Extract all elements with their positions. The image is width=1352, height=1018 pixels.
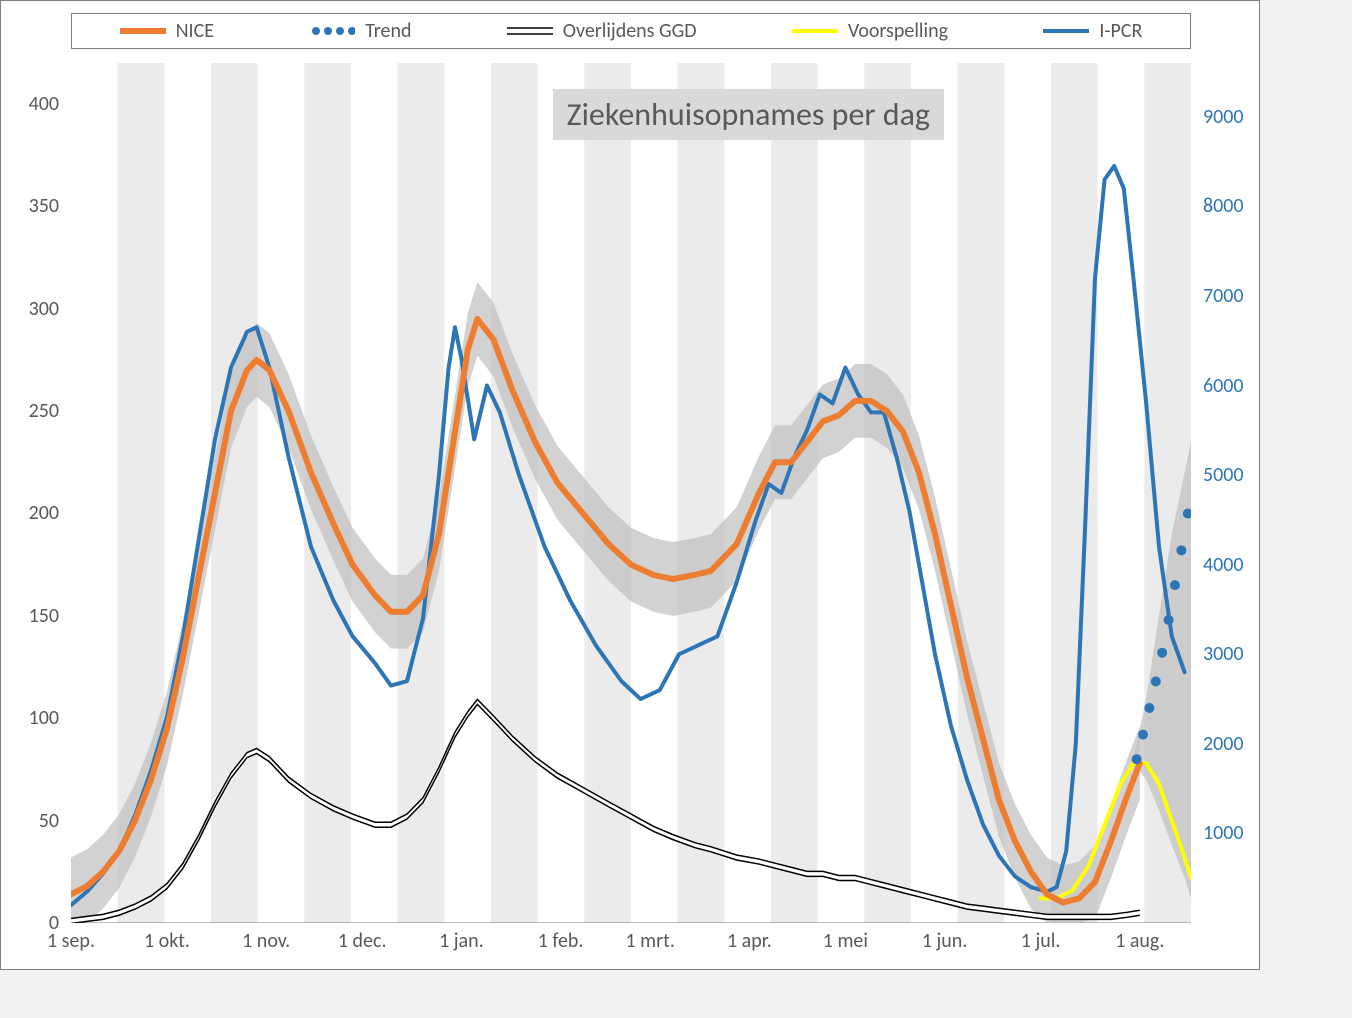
legend-item-trend: Trend (309, 19, 411, 43)
y-left-tick: 400 (29, 92, 59, 116)
y-right-tick: 2000 (1203, 732, 1244, 756)
legend-swatch-voorspelling (792, 21, 838, 41)
y-right-tick: 5000 (1203, 463, 1244, 487)
y-left-tick: 150 (29, 604, 59, 628)
chart-title: Ziekenhuisopnames per dag (553, 89, 944, 140)
x-tick: 1 okt. (144, 929, 190, 953)
y-right-tick: 1000 (1203, 821, 1244, 845)
x-axis: 1 sep.1 okt.1 nov.1 dec.1 jan.1 feb.1 mr… (71, 929, 1191, 959)
y-right-tick: 9000 (1203, 105, 1244, 129)
y-left-tick: 100 (29, 706, 59, 730)
legend-swatch-overlijdens (507, 21, 553, 41)
legend: NICE Trend Overlijdens GGD Voorspelling … (71, 13, 1191, 49)
y-axis-left: 050100150200250300350400 (1, 63, 71, 923)
legend-label-overlijdens: Overlijdens GGD (563, 19, 697, 43)
legend-item-overlijdens: Overlijdens GGD (507, 19, 697, 43)
x-tick: 1 aug. (1115, 929, 1164, 953)
x-tick: 1 feb. (538, 929, 584, 953)
legend-label-ipcr: I-PCR (1099, 19, 1142, 43)
x-tick: 1 mrt. (626, 929, 675, 953)
x-tick: 1 nov. (242, 929, 290, 953)
chart-title-text: Ziekenhuisopnames per dag (567, 95, 930, 134)
x-tick: 1 mei (823, 929, 868, 953)
legend-item-voorspelling: Voorspelling (792, 19, 948, 43)
x-tick: 1 dec. (338, 929, 387, 953)
y-left-tick: 250 (29, 399, 59, 423)
legend-label-nice: NICE (176, 19, 214, 43)
y-left-tick: 350 (29, 194, 59, 218)
x-tick: 1 sep. (47, 929, 95, 953)
x-tick: 1 jan. (439, 929, 484, 953)
y-left-tick: 300 (29, 297, 59, 321)
legend-label-voorspelling: Voorspelling (848, 19, 948, 43)
chart-frame: NICE Trend Overlijdens GGD Voorspelling … (0, 0, 1260, 970)
legend-item-ipcr: I-PCR (1043, 19, 1142, 43)
y-axis-right: 1000 2000 3000 4000 5000 6000 7000 8000 9000 (1191, 63, 1261, 923)
x-tick: 1 apr. (727, 929, 772, 953)
x-tick: 1 jun. (922, 929, 968, 953)
y-left-tick: 50 (39, 809, 59, 833)
legend-swatch-ipcr (1043, 21, 1089, 41)
legend-swatch-nice (120, 21, 166, 41)
y-right-tick: 8000 (1203, 194, 1244, 218)
plot-svg (71, 63, 1191, 923)
legend-item-nice: NICE (120, 19, 214, 43)
y-right-tick: 7000 (1203, 284, 1244, 308)
x-tick: 1 jul. (1021, 929, 1061, 953)
legend-swatch-trend (309, 21, 355, 41)
y-right-tick: 6000 (1203, 374, 1244, 398)
plot-area: Ziekenhuisopnames per dag (71, 63, 1191, 923)
y-right-tick: 3000 (1203, 642, 1244, 666)
legend-label-trend: Trend (365, 19, 411, 43)
y-left-tick: 200 (29, 501, 59, 525)
y-right-tick: 4000 (1203, 553, 1244, 577)
